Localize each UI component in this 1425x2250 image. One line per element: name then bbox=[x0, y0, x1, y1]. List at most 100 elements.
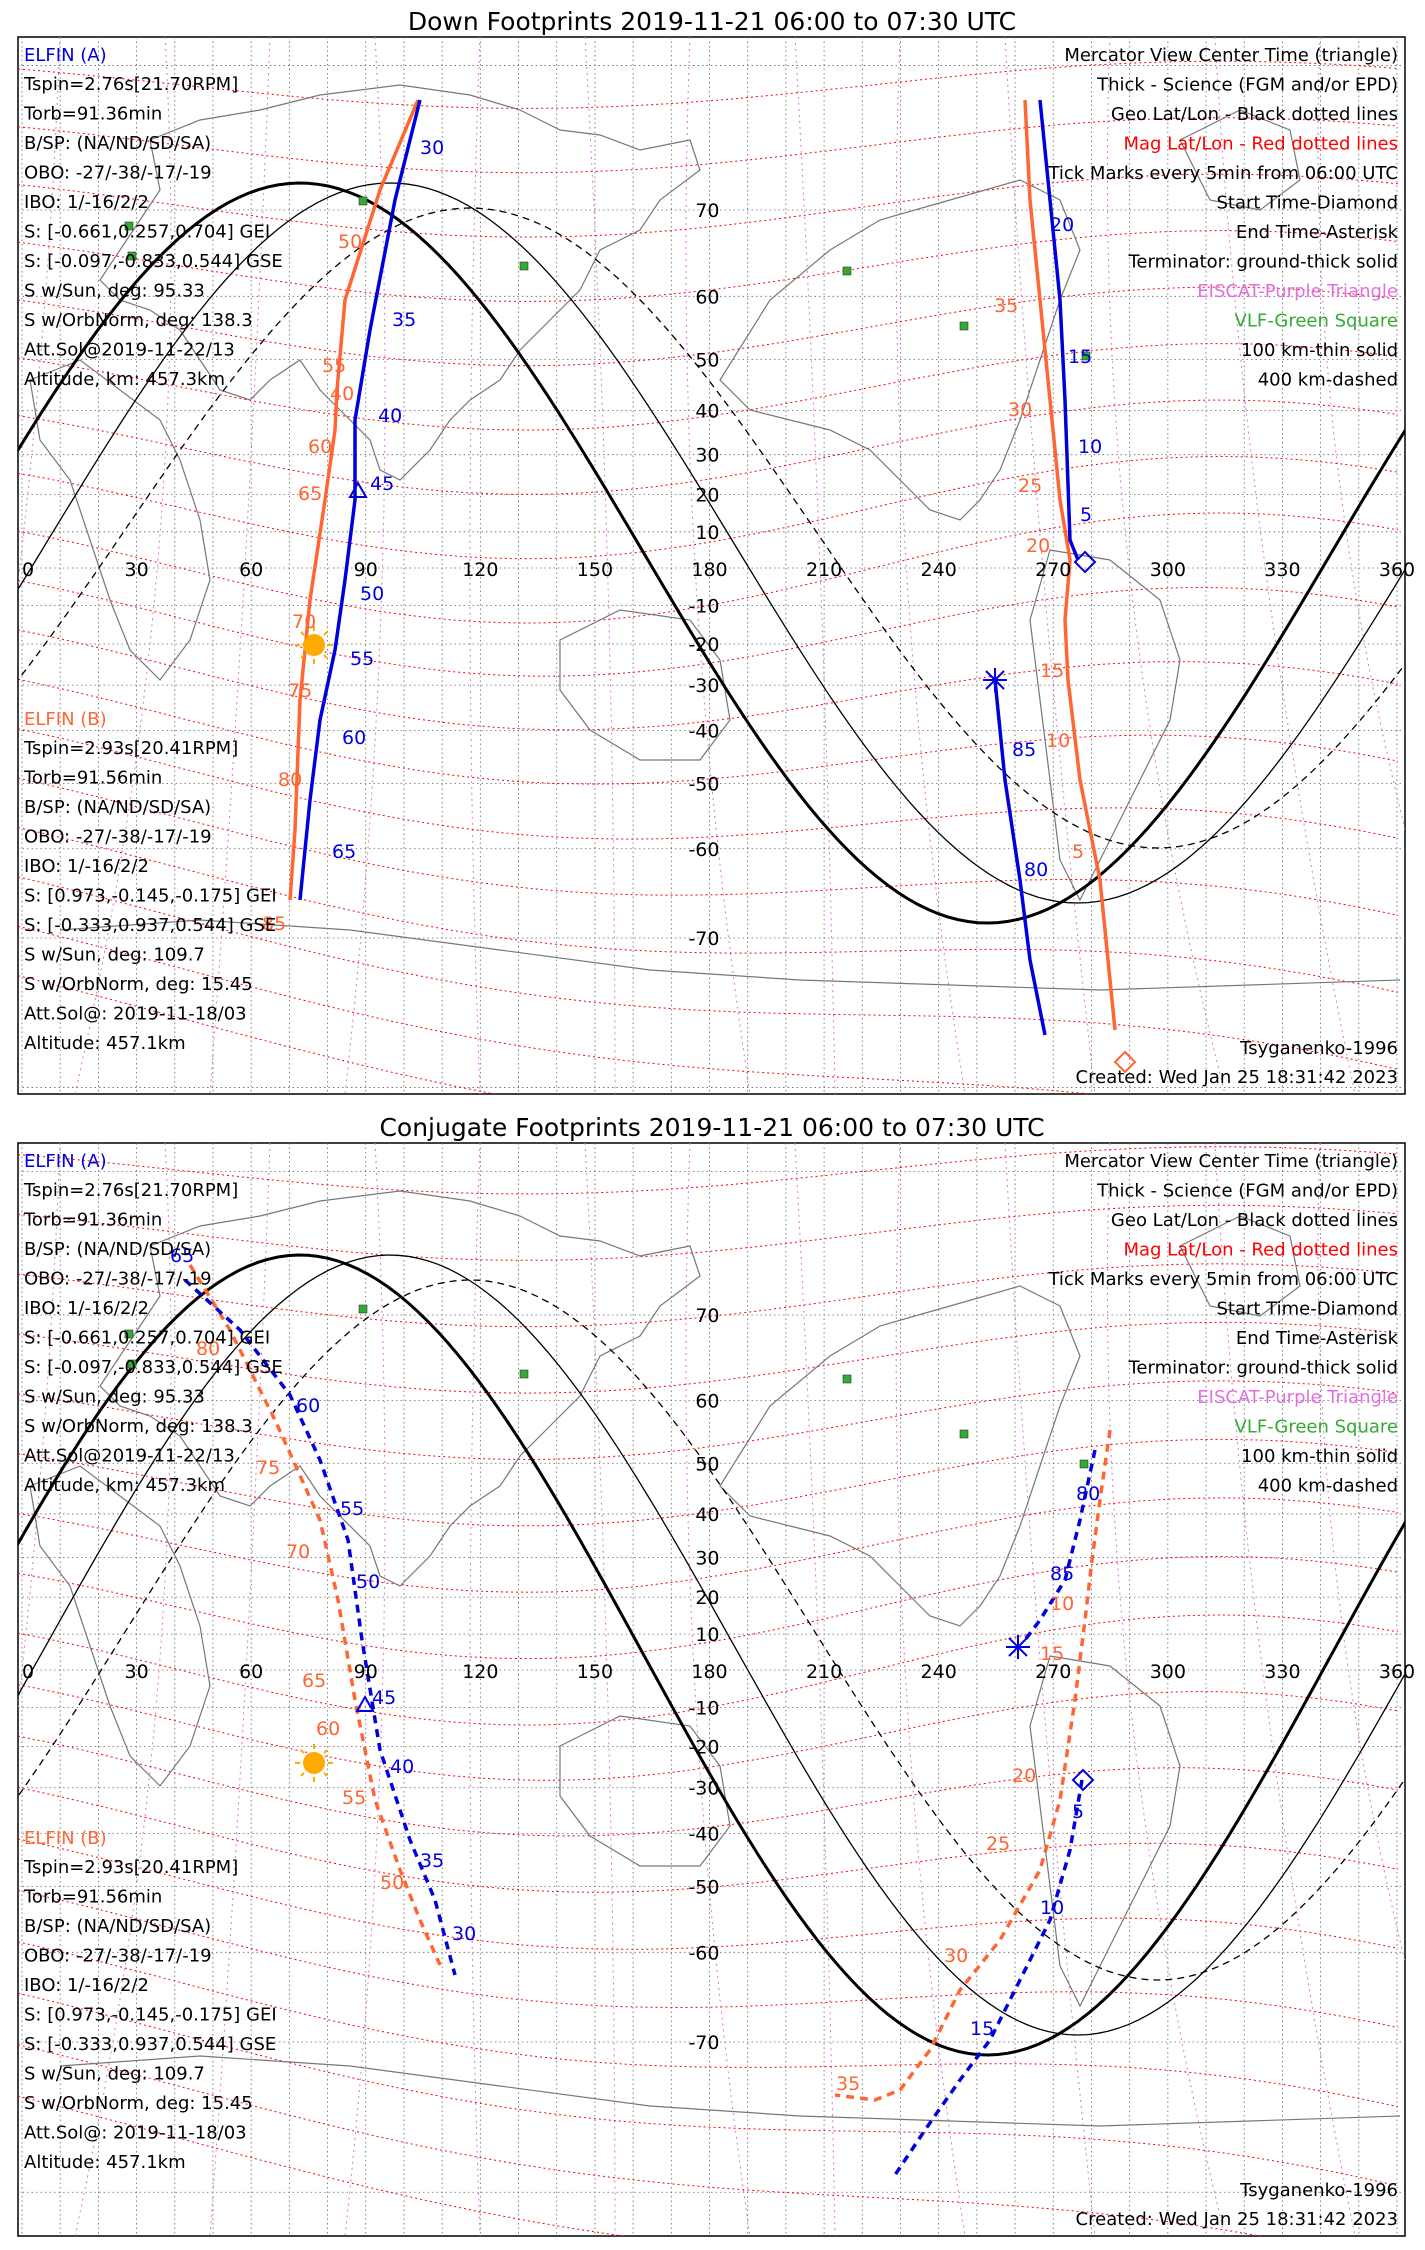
coastlines bbox=[29, 84, 1401, 991]
panel-frame bbox=[17, 36, 1406, 1095]
geo-grid bbox=[18, 37, 1405, 1094]
lat-tick-label: 70 bbox=[695, 1305, 719, 1327]
coastline-north-america bbox=[719, 1285, 1081, 1627]
mag-meridian bbox=[209, 1143, 271, 2236]
lat-tick-label: -10 bbox=[688, 1698, 719, 1720]
mag-meridian bbox=[469, 37, 481, 1094]
tick-label: 60 bbox=[296, 1395, 320, 1417]
info-line: OBO: -27/-38/-17/-19 bbox=[24, 163, 212, 184]
tick-label: 85 bbox=[262, 913, 286, 935]
info-line: S w/OrbNorm, deg: 15.45 bbox=[24, 974, 253, 995]
info-line: B/SP: (NA/ND/SD/SA) bbox=[24, 1916, 211, 1937]
tick-label: 35 bbox=[836, 2073, 860, 2095]
tick-label: 55 bbox=[340, 1498, 364, 1520]
legend-entry: Tick Marks every 5min from 06:00 UTC bbox=[1047, 163, 1398, 184]
lat-tick-label: -50 bbox=[688, 1877, 719, 1899]
info-line: Tspin=2.76s[21.70RPM] bbox=[23, 74, 238, 95]
info-line: Att.Sol@2019-11-22/13 bbox=[24, 340, 235, 361]
tick-label: 50 bbox=[338, 231, 362, 253]
info-line: Torb=91.56min bbox=[23, 768, 162, 789]
elfin-b-track-west bbox=[188, 1264, 442, 1966]
tick-label: 10 bbox=[1050, 1593, 1074, 1615]
start-time-diamond-a bbox=[1073, 550, 1097, 574]
start-time-diamond-b bbox=[1113, 1050, 1137, 1074]
info-line: S: [-0.661,0.257,0.704] GEI bbox=[24, 222, 270, 243]
lat-tick-label: 30 bbox=[695, 445, 719, 467]
lon-tick-label: 210 bbox=[806, 1661, 842, 1683]
tick-label: 15 bbox=[970, 2018, 994, 2040]
elfin-a-track-west bbox=[183, 1278, 457, 1976]
coastlines bbox=[29, 1190, 1401, 2127]
legend-entry: Geo Lat/Lon - Black dotted lines bbox=[1111, 1210, 1398, 1231]
elfin-b-tick-labels: 40 50 55 60 65 70 75 80 85 35 30 25 20 1… bbox=[262, 231, 1084, 935]
footer-credits: Tsyganenko-1996 Created: Wed Jan 25 18:31… bbox=[1076, 1038, 1398, 1088]
info-line: B/SP: (NA/ND/SD/SA) bbox=[24, 797, 211, 818]
start-time-diamond bbox=[1071, 1768, 1095, 1792]
legend-entry: VLF-Green Square bbox=[1235, 1417, 1398, 1438]
lon-tick-label: 270 bbox=[1035, 559, 1071, 581]
mag-meridian bbox=[1004, 37, 1096, 1094]
elfin-a-heading: ELFIN (A) bbox=[24, 45, 107, 66]
lat-tick-label: 40 bbox=[695, 401, 719, 423]
footer-line: Created: Wed Jan 25 18:31:42 2023 bbox=[1076, 1067, 1398, 1088]
info-line: B/SP: (NA/ND/SD/SA) bbox=[24, 1239, 211, 1260]
mag-parallel bbox=[18, 1684, 1399, 1781]
elfin-b-track-west bbox=[288, 99, 420, 901]
info-line: Altitude, km: 457.3km bbox=[24, 369, 225, 390]
mag-parallel bbox=[18, 1787, 1399, 1893]
tick-label: 65 bbox=[298, 483, 322, 505]
coastline-antarctica bbox=[59, 2055, 1401, 2127]
legend-entry: Terminator: ground-thick solid bbox=[1127, 1358, 1398, 1379]
tick-label: 20 bbox=[1012, 1765, 1036, 1787]
mag-parallel bbox=[18, 343, 1399, 431]
mag-parallel bbox=[18, 1204, 1399, 1261]
tick-label: 35 bbox=[392, 309, 416, 331]
info-line: Att.Sol@: 2019-11-18/03 bbox=[24, 1004, 247, 1025]
lon-tick-label: 120 bbox=[462, 1661, 498, 1683]
info-line: S w/OrbNorm, deg: 138.3 bbox=[24, 310, 253, 331]
legend-entry: Mag Lat/Lon - Red dotted lines bbox=[1123, 1240, 1398, 1261]
lon-tick-label: 360 bbox=[1379, 559, 1415, 581]
lon-tick-label: 30 bbox=[124, 559, 148, 581]
tick-label: 40 bbox=[390, 1756, 414, 1778]
mag-parallel bbox=[18, 1263, 1399, 1328]
elfin-b-track-east bbox=[1023, 99, 1117, 1031]
lon-tick-label: 300 bbox=[1150, 559, 1186, 581]
tick-label: 15 bbox=[1040, 660, 1064, 682]
down-footprints-panel: Down Footprints 2019-11-21 06:00 to 07:3… bbox=[17, 7, 1415, 1095]
tick-label: 80 bbox=[1024, 859, 1048, 881]
info-line: S: [-0.333,0.937,0.544] GSE bbox=[24, 915, 276, 936]
tick-label: 50 bbox=[356, 1571, 380, 1593]
lat-tick-label: -70 bbox=[688, 2032, 719, 2054]
lat-tick-label: 10 bbox=[695, 1624, 719, 1646]
info-line: Altitude: 457.1km bbox=[24, 2152, 186, 2173]
tick-label: 20 bbox=[1026, 535, 1050, 557]
tick-label: 35 bbox=[420, 1850, 444, 1872]
coastline-greenland bbox=[1179, 1215, 1301, 1317]
footer-credits: Tsyganenko-1996 Created: Wed Jan 25 18:31… bbox=[1076, 2180, 1398, 2230]
legend-entry: 100 km-thin solid bbox=[1241, 340, 1398, 361]
mag-meridian bbox=[1004, 1143, 1096, 2236]
mag-parallel bbox=[18, 2044, 1263, 2236]
elfin-a-track-east-north bbox=[1023, 1449, 1097, 1642]
mag-parallel bbox=[18, 1380, 1399, 1461]
tick-label: 10 bbox=[1040, 1897, 1064, 1919]
tick-label: 20 bbox=[1050, 214, 1074, 236]
info-line: S: [-0.097,-0.833,0.544] GSE bbox=[24, 1357, 283, 1378]
end-time-asterisk bbox=[983, 668, 1007, 692]
elfin-a-info: ELFIN (A) Tspin=2.76s[21.70RPM] Torb=91.36… bbox=[23, 1151, 283, 1496]
info-line: S: [-0.333,0.937,0.544] GSE bbox=[24, 2034, 276, 2055]
info-line: B/SP: (NA/ND/SD/SA) bbox=[24, 133, 211, 154]
lon-tick-label: 360 bbox=[1379, 1661, 1415, 1683]
tick-label: 65 bbox=[302, 1670, 326, 1692]
coastline-eurasia bbox=[99, 84, 701, 481]
lat-tick-label: 60 bbox=[695, 286, 719, 308]
elfin-b-info: ELFIN (B) Tspin=2.93s[20.41RPM] Torb=91.56… bbox=[23, 709, 277, 1054]
coastline-greenland bbox=[1179, 109, 1301, 211]
info-line: Altitude, km: 457.3km bbox=[24, 1475, 225, 1496]
info-line: Altitude: 457.1km bbox=[24, 1033, 186, 1054]
lat-tick-label: -40 bbox=[688, 721, 719, 743]
mag-meridian bbox=[685, 1143, 751, 2236]
lat-tick-label: 60 bbox=[695, 1391, 719, 1413]
tick-label: 55 bbox=[350, 648, 374, 670]
